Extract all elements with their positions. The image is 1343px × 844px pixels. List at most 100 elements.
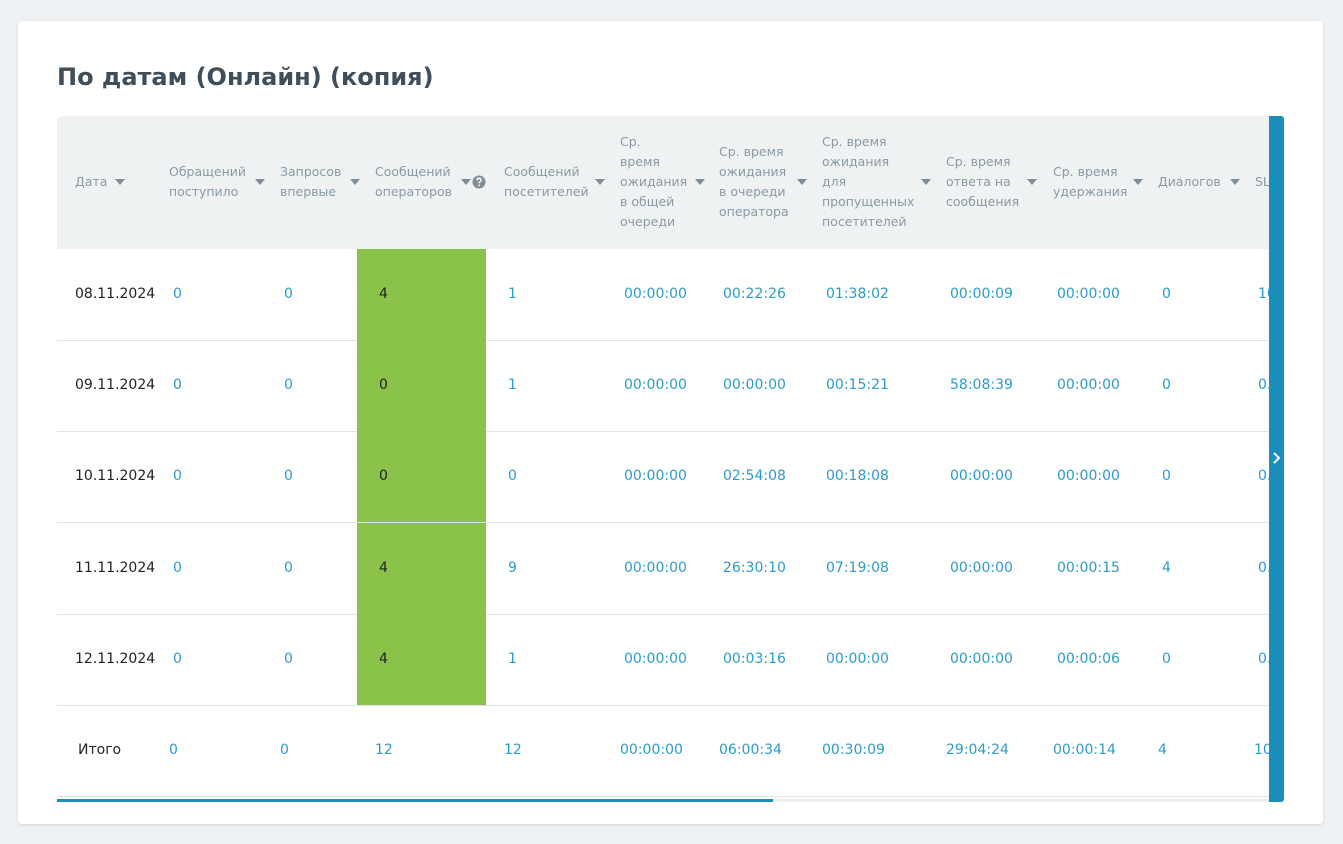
value-cell[interactable]: 01:38:02 [826, 286, 889, 302]
sort-icon[interactable] [350, 179, 360, 185]
report-title: По датам (Онлайн) (копия) [57, 63, 434, 91]
column-header[interactable]: Ср. время удержания [1053, 164, 1128, 199]
column-header[interactable]: SL [1255, 174, 1269, 189]
column-header[interactable]: Ср. время ожидания в очереди оператора [719, 144, 789, 219]
value-cell[interactable]: 4 [1162, 559, 1171, 576]
sort-icon[interactable] [115, 179, 125, 185]
value-cell[interactable]: 9 [508, 559, 517, 576]
value-cell[interactable]: 0 [379, 468, 388, 485]
column-header[interactable]: Обращений поступило [169, 164, 247, 199]
value-cell[interactable]: 0 [284, 468, 293, 485]
value-cell[interactable]: 4 [379, 650, 388, 667]
value-cell[interactable]: 0 [1162, 286, 1171, 302]
value-cell[interactable]: 0 [173, 377, 182, 394]
value-cell[interactable]: 0 [173, 286, 182, 302]
value-cell[interactable]: 00:03:16 [723, 650, 786, 667]
value-cell[interactable]: 00:18:08 [826, 468, 889, 485]
value-cell[interactable]: 4 [379, 559, 388, 576]
total-cell: 00:00:00 [620, 742, 683, 758]
sort-icon[interactable] [1027, 179, 1037, 185]
value-cell[interactable]: 00:00:00 [624, 468, 687, 485]
table-row: 12.11.2024 0 0 4 1 00:00:00 00:03:16 00:00:00 00… [57, 613, 1269, 706]
total-cell: 0 [280, 742, 289, 758]
column-header[interactable]: Сообщений операторов [375, 164, 452, 199]
sort-icon[interactable] [595, 179, 605, 185]
column-header[interactable]: Диалогов [1158, 174, 1221, 189]
scroll-thumb[interactable] [57, 799, 773, 802]
table-row: 10.11.2024 0 0 0 0 00:00:00 02:54:08 00:18:08 00… [57, 431, 1269, 524]
value-cell[interactable]: 0 [173, 468, 182, 485]
value-cell[interactable]: 0 [173, 559, 182, 576]
value-cell[interactable]: 0 [1162, 468, 1171, 485]
value-cell[interactable]: 1 [508, 286, 517, 302]
value-cell[interactable]: 00:00:06 [1057, 650, 1120, 667]
value-cell[interactable]: 00:00:00 [624, 377, 687, 394]
column-header[interactable]: Сообщений посетителей [504, 164, 589, 199]
value-cell: 0. [1258, 377, 1269, 394]
sort-icon[interactable] [461, 179, 471, 185]
value-cell[interactable]: 0 [284, 559, 293, 576]
column-header[interactable]: Ср. время ожидания в общей очереди [620, 134, 688, 229]
value-cell[interactable]: 00:00:00 [624, 650, 687, 667]
value-cell[interactable]: 58:08:39 [950, 377, 1013, 394]
value-cell[interactable]: 00:15:21 [826, 377, 889, 394]
help-icon[interactable] [472, 175, 486, 189]
value-cell[interactable]: 0 [173, 650, 182, 667]
value-cell[interactable]: 00:00:00 [723, 377, 786, 394]
column-header[interactable]: Дата [75, 174, 108, 189]
value-cell[interactable]: 00:00:00 [950, 559, 1013, 576]
value-cell[interactable]: 4 [379, 286, 388, 302]
value-cell[interactable]: 1 [508, 377, 517, 394]
table: Дата Обращений поступило Запросов впервые С… [57, 116, 1269, 806]
column-header[interactable]: Ср. время ответа на сообщения [946, 154, 1020, 209]
total-cell: 29:04:24 [946, 742, 1009, 758]
value-cell[interactable]: 00:00:15 [1057, 559, 1120, 576]
sort-icon[interactable] [255, 179, 265, 185]
total-cell: 10 [1254, 742, 1269, 758]
value-cell[interactable]: 00:00:00 [624, 286, 687, 302]
highlight-cell [357, 340, 486, 432]
value-cell[interactable]: 1 [508, 650, 517, 667]
highlight-cell [357, 613, 486, 705]
sort-icon[interactable] [1230, 179, 1240, 185]
sort-icon[interactable] [797, 179, 807, 185]
value-cell[interactable]: 0 [284, 650, 293, 667]
value-cell[interactable]: 26:30:10 [723, 559, 786, 576]
table-row: 08.11.2024 0 0 4 1 00:00:00 00:22:26 01:38:02 00… [57, 249, 1269, 341]
total-cell: 0 [169, 742, 178, 758]
value-cell[interactable]: 0 [1162, 377, 1171, 394]
table-row: 09.11.2024 0 0 0 1 00:00:00 00:00:00 00:15:21 58… [57, 340, 1269, 433]
value-cell[interactable]: 0 [284, 377, 293, 394]
value-cell[interactable]: 0 [508, 468, 517, 485]
table-row: 11.11.2024 0 0 4 9 00:00:00 26:30:10 07:19:08 00… [57, 522, 1269, 615]
value-cell[interactable]: 00:00:00 [950, 650, 1013, 667]
value-cell[interactable]: 0 [379, 377, 388, 394]
value-cell[interactable]: 02:54:08 [723, 468, 786, 485]
scroll-right-button[interactable] [1269, 116, 1284, 802]
value-cell[interactable]: 00:00:00 [1057, 377, 1120, 394]
value-cell[interactable]: 00:00:00 [1057, 468, 1120, 485]
value-cell[interactable]: 00:00:00 [950, 468, 1013, 485]
sort-icon[interactable] [695, 179, 705, 185]
date-cell: 08.11.2024 [75, 286, 156, 302]
value-cell[interactable]: 0 [1162, 650, 1171, 667]
horizontal-scrollbar[interactable] [57, 799, 1269, 802]
value-cell[interactable]: 0 [284, 286, 293, 302]
total-label: Итого [78, 742, 122, 758]
chevron-icon [1273, 452, 1281, 464]
column-header[interactable]: Запросов впервые [280, 164, 342, 199]
value-cell[interactable]: 07:19:08 [826, 559, 889, 576]
value-cell[interactable]: 00:22:26 [723, 286, 786, 302]
total-row: Итого 0 0 12 12 00:00:00 06:00:34 00:30:09 29:04… [57, 705, 1269, 797]
total-cell: 12 [504, 742, 522, 758]
value-cell[interactable]: 00:00:00 [826, 650, 889, 667]
value-cell: 0. [1258, 468, 1269, 485]
date-cell: 10.11.2024 [75, 468, 156, 485]
value-cell[interactable]: 00:00:00 [624, 559, 687, 576]
sort-icon[interactable] [1133, 179, 1143, 185]
value-cell[interactable]: 00:00:00 [1057, 286, 1120, 302]
value-cell[interactable]: 00:00:09 [950, 286, 1013, 302]
column-header[interactable]: Ср. время ожидания для пропущенных посет… [822, 134, 915, 229]
total-cell: 00:30:09 [822, 742, 885, 758]
sort-icon[interactable] [921, 179, 931, 185]
